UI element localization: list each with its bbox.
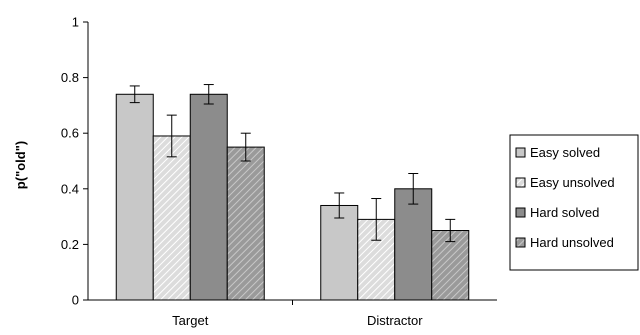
error-bar [334,192,345,219]
bars [115,93,470,301]
bar [226,146,265,301]
legend-box [509,134,639,271]
y-tick-label: 0.6 [61,126,79,141]
x-category-label: Distractor [367,313,423,328]
x-axis-labels: Target Distractor [172,313,423,328]
legend-swatch [515,147,526,158]
legend-label: Hard solved [530,205,599,220]
legend-label: Easy unsolved [530,175,615,190]
legend-swatch [515,237,526,248]
bar [189,93,228,301]
legend: Easy solved Easy unsolved Hard solved Hard … [509,134,639,271]
axes [87,22,497,305]
error-bar [408,173,419,205]
error-bar [371,198,382,241]
error-bar [166,114,177,158]
legend-label: Easy solved [530,145,600,160]
y-tick-label: 0.2 [61,237,79,252]
error-bar [129,85,140,104]
y-axis-label: p("old") [13,141,28,189]
y-axis-ticks: 0 0.2 0.4 0.6 0.8 1 [61,15,88,308]
bar [394,188,433,301]
y-tick-label: 1 [72,15,79,30]
legend-item: Easy unsolved [515,175,615,190]
error-bars [129,84,456,243]
error-bar [203,84,214,105]
x-category-label: Target [172,313,209,328]
legend-item: Easy solved [515,145,600,160]
y-tick-label: 0 [72,293,79,308]
bar [115,93,154,301]
y-tick-label: 0.4 [61,181,79,196]
y-tick-label: 0.8 [61,70,79,85]
bar [320,204,359,301]
error-bar [240,132,251,162]
legend-item: Hard unsolved [515,235,614,250]
legend-item: Hard solved [515,205,599,220]
legend-label: Hard unsolved [530,235,614,250]
legend-swatch [515,207,526,218]
legend-swatch [515,177,526,188]
error-bar [445,218,456,243]
bar [152,135,191,301]
